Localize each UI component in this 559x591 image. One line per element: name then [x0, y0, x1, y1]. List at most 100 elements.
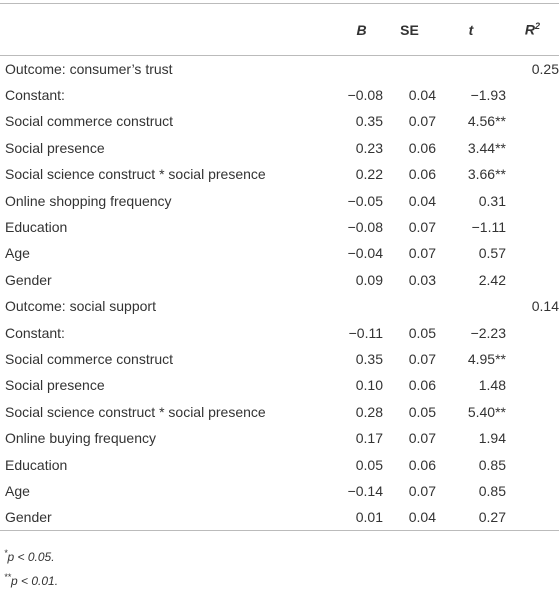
- cell-value: 0.05: [355, 456, 383, 473]
- data-row: Constant: −0.08 0.04 −1.93: [0, 82, 559, 108]
- empty-cell: [506, 108, 559, 134]
- data-row: Gender 0.01 0.04 0.27: [0, 504, 559, 530]
- cell-value: 0.57: [478, 245, 506, 262]
- data-row: Social presence 0.10 0.06 1.48: [0, 372, 559, 398]
- row-label: Social commerce construct: [5, 350, 174, 367]
- cell-value: 0.23: [355, 139, 383, 156]
- empty-cell: [506, 319, 559, 345]
- empty-cell: [436, 293, 506, 319]
- row-label: Gender: [5, 509, 52, 526]
- data-row: Social commerce construct 0.35 0.07 4.95**: [0, 346, 559, 372]
- data-row: Online buying frequency 0.17 0.07 1.94: [0, 425, 559, 451]
- header-row: B SE t R2: [0, 4, 559, 56]
- cell-value: −0.14: [347, 482, 383, 499]
- section-title: Outcome: consumer’s trust: [5, 60, 173, 77]
- header-superscript: 2: [535, 21, 541, 32]
- row-label: Online shopping frequency: [5, 192, 172, 209]
- header-text: t: [468, 21, 474, 38]
- row-label: Social science construct * social presen…: [5, 403, 266, 420]
- cell-value: 0.06: [408, 456, 436, 473]
- cell-value: 0.85: [478, 456, 506, 473]
- cell-value: 0.04: [408, 192, 436, 209]
- cell-value: 0.31: [478, 192, 506, 209]
- data-row: Social science construct * social presen…: [0, 161, 559, 187]
- data-row: Age −0.04 0.07 0.57: [0, 240, 559, 266]
- row-label: Education: [5, 456, 68, 473]
- header-cell: [0, 4, 340, 56]
- row-label: Social commerce construct: [5, 113, 174, 130]
- row-label: Social presence: [5, 377, 105, 394]
- cell-value: 0.06: [408, 377, 436, 394]
- cell-value: −0.05: [347, 192, 383, 209]
- data-row: Age −0.14 0.07 0.85: [0, 478, 559, 504]
- cell-value: 0.07: [408, 350, 436, 367]
- cell-value: 4.56**: [467, 113, 506, 130]
- row-label: Gender: [5, 271, 52, 288]
- empty-cell: [506, 135, 559, 161]
- cell-value: 3.66**: [467, 166, 506, 183]
- empty-cell: [506, 504, 559, 530]
- cell-value: 0.01: [355, 509, 383, 526]
- cell-value: 0.04: [408, 87, 436, 104]
- cell-value: −1.11: [471, 219, 506, 236]
- empty-cell: [383, 293, 436, 319]
- r2-value: 0.14: [531, 298, 559, 315]
- row-label: Social science construct * social presen…: [5, 166, 266, 183]
- cell-value: −0.08: [347, 87, 383, 104]
- regression-table: B SE t R2 Outcome: consumer’s trust 0.25 Cons…: [0, 3, 559, 531]
- empty-cell: [506, 187, 559, 213]
- header-cell: SE: [383, 4, 436, 56]
- data-row: Constant: −0.11 0.05 −2.23: [0, 319, 559, 345]
- empty-cell: [506, 240, 559, 266]
- footnotes: *p < 0.05. **p < 0.01.: [4, 543, 58, 591]
- empty-cell: [340, 56, 383, 82]
- empty-cell: [506, 478, 559, 504]
- table-header: B SE t R2: [0, 3, 559, 56]
- cell-value: −0.08: [347, 219, 383, 236]
- cell-value: 0.22: [355, 166, 383, 183]
- cell-value: 0.35: [355, 113, 383, 130]
- cell-value: −1.93: [470, 87, 506, 104]
- section-row: Outcome: social support 0.14: [0, 293, 559, 319]
- section-row: Outcome: consumer’s trust 0.25: [0, 56, 559, 82]
- row-label: Constant:: [5, 87, 65, 104]
- row-label: Age: [5, 245, 30, 262]
- empty-cell: [506, 82, 559, 108]
- data-row: Online shopping frequency −0.05 0.04 0.31: [0, 187, 559, 213]
- cell-value: 0.06: [408, 139, 436, 156]
- empty-cell: [506, 267, 559, 293]
- cell-value: 0.10: [355, 377, 383, 394]
- header-cell: t: [436, 4, 506, 56]
- empty-cell: [340, 293, 383, 319]
- row-label: Online buying frequency: [5, 430, 156, 447]
- footnote: **p < 0.01.: [4, 567, 58, 591]
- section-title: Outcome: social support: [5, 298, 156, 315]
- data-row: Education −0.08 0.07 −1.11: [0, 214, 559, 240]
- footnote-text: p < 0.01.: [11, 574, 59, 588]
- cell-value: 0.28: [355, 403, 383, 420]
- cell-value: 4.95**: [467, 350, 506, 367]
- cell-value: 5.40**: [467, 403, 506, 420]
- empty-cell: [383, 56, 436, 82]
- cell-value: 2.42: [478, 271, 506, 288]
- cell-value: 1.48: [478, 377, 506, 394]
- header-text: R: [524, 21, 536, 38]
- cell-value: 0.85: [478, 482, 506, 499]
- cell-value: 0.06: [408, 166, 436, 183]
- row-label: Education: [5, 219, 68, 236]
- cell-value: 0.07: [408, 113, 436, 130]
- cell-value: 0.05: [408, 324, 436, 341]
- header-cell: R2: [506, 4, 559, 56]
- cell-value: 0.07: [408, 430, 436, 447]
- footnote-mark: **: [4, 572, 12, 582]
- data-row: Social science construct * social presen…: [0, 399, 559, 425]
- header-text: SE: [400, 21, 419, 38]
- cell-value: 0.07: [408, 245, 436, 262]
- cell-value: 3.44**: [467, 139, 506, 156]
- empty-cell: [506, 161, 559, 187]
- cell-value: 0.03: [408, 271, 436, 288]
- cell-value: 0.09: [355, 271, 383, 288]
- data-row: Social presence 0.23 0.06 3.44**: [0, 135, 559, 161]
- empty-cell: [506, 372, 559, 398]
- data-row: Social commerce construct 0.35 0.07 4.56**: [0, 108, 559, 134]
